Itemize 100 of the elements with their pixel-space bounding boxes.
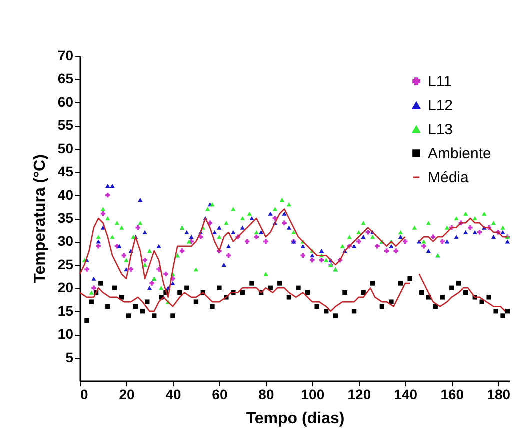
point: [250, 281, 254, 286]
point: [89, 300, 94, 304]
x-tick-label: 160: [440, 386, 464, 402]
point: [300, 253, 306, 258]
point: [440, 295, 445, 300]
y-tick-label: 25: [58, 256, 74, 272]
point: [296, 286, 301, 290]
x-tick-label: 140: [394, 386, 418, 402]
point: [282, 220, 287, 226]
point: [164, 272, 168, 277]
point: [264, 239, 268, 244]
x-tick-label: 120: [348, 386, 372, 402]
legend-label: Ambiente: [428, 146, 492, 162]
point: [140, 309, 146, 314]
y-tick-label: 30: [58, 233, 74, 250]
x-axis-title: Tempo (dias): [246, 410, 345, 428]
point: [245, 239, 250, 244]
y-tick-label: 35: [58, 210, 74, 226]
point: [408, 276, 412, 282]
y-tick-label: 50: [58, 140, 74, 156]
point: [422, 244, 426, 249]
point: [240, 290, 246, 296]
y-tick-label: 15: [58, 302, 74, 319]
point: [440, 239, 445, 244]
y-tick-label: 5: [66, 349, 74, 366]
point: [254, 234, 259, 240]
point: [480, 300, 484, 304]
point: [152, 314, 157, 318]
point: [430, 234, 436, 240]
point: [370, 281, 376, 286]
point: [286, 295, 292, 300]
point: [419, 290, 424, 296]
point: [450, 286, 454, 290]
point: [314, 304, 320, 310]
point: [468, 225, 473, 230]
y-tick-label: 10: [58, 326, 74, 342]
y-tick-label: 55: [58, 117, 74, 134]
point: [398, 281, 404, 286]
point: [180, 248, 185, 254]
point: [278, 281, 282, 286]
point: [384, 248, 390, 254]
point: [477, 230, 482, 235]
point: [389, 300, 394, 304]
point: [210, 304, 215, 310]
point: [184, 286, 190, 290]
point: [96, 244, 101, 249]
y-tick-label: 60: [58, 94, 74, 110]
point: [356, 239, 362, 244]
point: [305, 290, 310, 296]
point: [380, 304, 385, 310]
legend-label: L12: [428, 98, 454, 114]
point: [463, 290, 468, 296]
point: [84, 318, 90, 323]
point: [366, 230, 371, 235]
point: [217, 286, 222, 290]
point: [92, 286, 96, 290]
x-tick-label: 180: [487, 386, 511, 402]
x-tick-label: 20: [119, 386, 135, 402]
y-tick-label: 70: [58, 48, 74, 64]
point: [145, 300, 150, 304]
point: [403, 239, 408, 244]
point: [106, 304, 110, 310]
point: [128, 267, 134, 272]
x-tick-label: 80: [258, 386, 274, 402]
y-axis-title: Temperatura (°C): [32, 154, 49, 284]
point: [342, 290, 348, 296]
point: [98, 281, 104, 286]
point: [268, 286, 273, 290]
point: [394, 248, 398, 254]
point: [133, 304, 138, 310]
x-tick-label: 0: [80, 386, 88, 402]
point: [170, 314, 176, 318]
point: [352, 309, 357, 314]
point: [324, 309, 329, 314]
point: [136, 225, 140, 230]
point: [361, 290, 366, 296]
point: [486, 295, 492, 300]
point: [106, 192, 110, 198]
point: [178, 290, 182, 296]
point: [150, 281, 154, 286]
y-tick-label: 40: [58, 186, 74, 203]
x-tick-label: 60: [212, 386, 228, 402]
point: [226, 253, 232, 258]
point: [84, 267, 90, 272]
point: [456, 281, 462, 286]
point: [112, 286, 118, 290]
point: [142, 258, 148, 263]
point: [500, 314, 506, 318]
y-tick-label: 65: [58, 70, 74, 87]
legend-label: Média: [428, 170, 470, 186]
y-tick-label: 45: [58, 164, 74, 180]
point: [375, 244, 380, 249]
legend-label: L11: [428, 74, 452, 90]
point: [194, 300, 199, 304]
x-tick-label: 100: [301, 386, 325, 402]
point: [505, 309, 510, 314]
point: [122, 253, 127, 258]
point: [310, 258, 315, 263]
point: [494, 309, 498, 314]
y-tick-label: 20: [58, 280, 74, 296]
